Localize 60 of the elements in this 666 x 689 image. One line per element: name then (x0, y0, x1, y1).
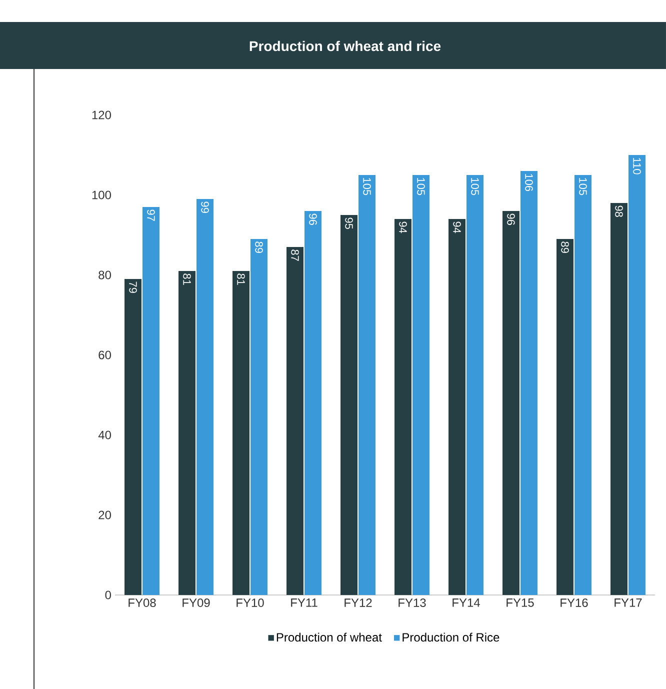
bar (466, 175, 484, 595)
data-label: 79 (129, 282, 137, 293)
legend-label: Production of wheat (276, 632, 382, 642)
y-tick-label: 120 (92, 110, 111, 120)
bar (358, 175, 376, 595)
bar (340, 215, 358, 595)
bar (250, 239, 268, 595)
y-tick-label: 60 (98, 350, 111, 360)
data-label: 89 (561, 242, 569, 253)
bar (196, 199, 214, 595)
x-tick-label: FY16 (560, 598, 588, 608)
data-label: 89 (255, 242, 263, 253)
y-tick-label: 80 (98, 270, 111, 280)
y-tick-label: 20 (98, 510, 111, 520)
data-label: 105 (417, 178, 425, 196)
bar (574, 175, 592, 595)
data-label: 96 (309, 214, 317, 225)
bar (124, 279, 142, 595)
x-tick-label: FY15 (506, 598, 534, 607)
data-label: 95 (345, 218, 353, 229)
data-label: 98 (615, 206, 623, 217)
legend-label: Production of Rice (402, 632, 500, 642)
x-tick-label: FY14 (452, 598, 480, 607)
data-label: 106 (525, 174, 533, 192)
y-tick-label: 100 (92, 190, 111, 200)
data-label: 110 (633, 158, 641, 174)
bar (556, 239, 574, 595)
data-label: 81 (183, 274, 191, 285)
bar (502, 211, 520, 595)
bar (448, 219, 466, 595)
bar (412, 175, 430, 595)
data-label: 87 (291, 250, 299, 261)
x-tick-label: FY10 (236, 598, 264, 608)
data-label: 81 (237, 274, 245, 285)
data-label: 94 (399, 222, 407, 234)
data-label: 105 (579, 178, 587, 196)
bar (304, 211, 322, 595)
bar (286, 246, 304, 595)
data-label: 94 (453, 222, 461, 234)
bar (520, 171, 538, 595)
bar (628, 155, 646, 595)
x-tick-label: FY17 (614, 598, 642, 607)
data-label: 96 (507, 214, 515, 225)
bar (394, 219, 412, 595)
x-tick-label: FY08 (128, 598, 156, 608)
data-label: 105 (363, 178, 371, 196)
bar (142, 206, 160, 595)
x-tick-label: FY13 (398, 598, 426, 608)
data-label: 99 (201, 202, 209, 213)
bar (610, 203, 628, 595)
x-tick-label: FY11 (291, 598, 318, 607)
chart-title: Production of wheat and rice (250, 40, 441, 52)
data-label: 97 (147, 210, 155, 221)
x-tick-label: FY12 (344, 598, 372, 607)
bar (232, 270, 250, 595)
y-tick-label: 40 (98, 430, 111, 440)
x-tick-label: FY09 (182, 598, 210, 608)
y-tick-label: 0 (105, 590, 111, 600)
data-label: 105 (471, 178, 479, 196)
bar (178, 270, 196, 595)
